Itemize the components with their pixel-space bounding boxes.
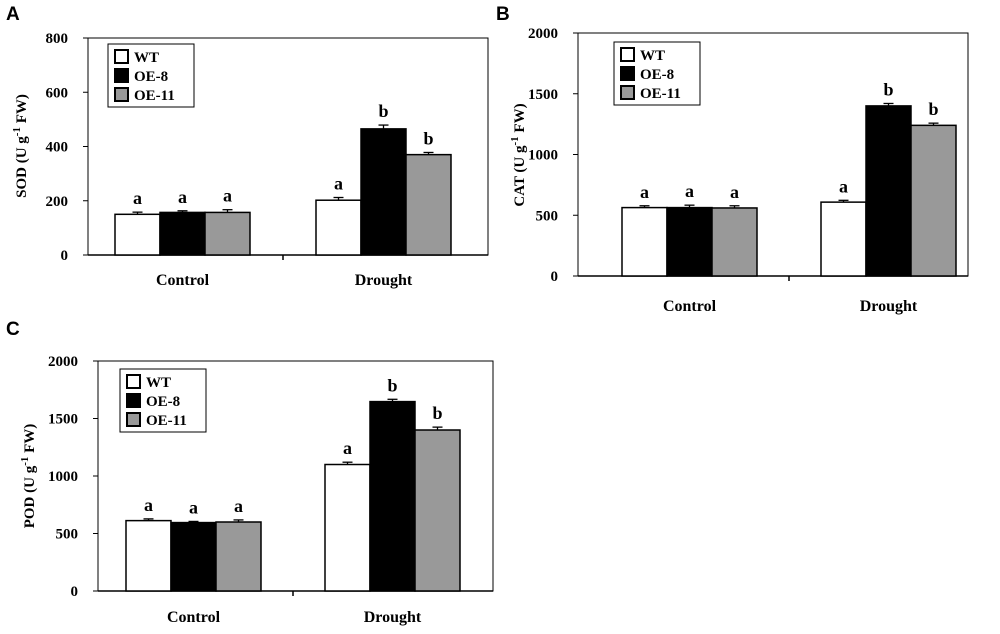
- significance-letter: b: [378, 101, 388, 121]
- bar-wt-control: [125, 519, 172, 592]
- y-tick-label: 500: [536, 208, 559, 224]
- bar-oe-11-control: [711, 207, 758, 277]
- bar-oe-8-drought: [369, 400, 416, 592]
- chart-panel-C: C 0 500 1000 1500 2000 POD (U g-1 FW) a a a Contro…: [6, 319, 494, 626]
- legend-label: OE-11: [146, 413, 187, 429]
- significance-letter: b: [387, 375, 397, 395]
- significance-letter: b: [928, 99, 938, 119]
- legend-label: OE-8: [640, 67, 674, 83]
- y-tick-label: 1500: [528, 87, 558, 103]
- legend-label: OE-8: [134, 69, 168, 85]
- x-category-label: Control: [663, 298, 717, 315]
- significance-letter: a: [730, 182, 739, 202]
- bar-oe-8-control: [666, 206, 713, 277]
- legend-swatch: [114, 87, 129, 102]
- bar-wt-drought: [324, 463, 371, 592]
- significance-letter: a: [343, 438, 352, 458]
- bar-oe-11-control: [204, 211, 251, 256]
- legend-label: OE-11: [134, 88, 175, 104]
- significance-letter: a: [144, 495, 153, 515]
- significance-letter: a: [685, 181, 694, 201]
- y-tick-label: 200: [46, 194, 69, 210]
- legend: WT OE-8 OE-11: [613, 41, 701, 106]
- legend-label: OE-11: [640, 86, 681, 102]
- bar-wt-control: [621, 206, 668, 277]
- significance-letter: a: [234, 496, 243, 516]
- y-tick-label: 2000: [528, 26, 558, 42]
- y-tick-label: 1000: [528, 148, 558, 164]
- bar-oe-8-drought: [360, 128, 407, 256]
- y-tick-label: 800: [46, 31, 69, 47]
- bar-oe-8-control: [170, 521, 217, 592]
- y-axis-label: CAT (U g-1 FW): [509, 103, 528, 206]
- significance-letter: b: [423, 128, 433, 148]
- legend-swatch: [620, 47, 635, 62]
- significance-letter: a: [223, 186, 232, 206]
- x-category-label: Control: [156, 272, 210, 289]
- significance-letter: a: [640, 182, 649, 202]
- bar-oe-8-drought: [865, 105, 912, 277]
- panel-letter: B: [496, 4, 510, 25]
- legend-swatch: [114, 49, 129, 64]
- legend-swatch: [126, 412, 141, 427]
- significance-letter: a: [189, 497, 198, 517]
- bar-oe-11-drought: [405, 153, 452, 256]
- bar-wt-drought: [820, 201, 867, 277]
- legend-swatch: [126, 393, 141, 408]
- legend: WT OE-8 OE-11: [119, 368, 207, 433]
- bar-oe-11-drought: [910, 124, 957, 277]
- legend-swatch: [114, 68, 129, 83]
- legend-label: WT: [640, 48, 665, 64]
- legend-label: WT: [146, 375, 171, 391]
- y-axis-label: POD (U g-1 FW): [19, 424, 38, 529]
- x-category-label: Control: [167, 609, 221, 626]
- significance-letter: a: [839, 176, 848, 196]
- y-tick-label: 2000: [48, 354, 78, 370]
- bar-wt-drought: [315, 199, 362, 256]
- bar-wt-control: [114, 213, 161, 256]
- chart-panel-B: B 0 500 1000 1500 2000 CAT (U g-1 FW) a a a Contro…: [496, 4, 969, 315]
- significance-letter: a: [133, 188, 142, 208]
- legend-swatch: [620, 85, 635, 100]
- y-tick-label: 500: [56, 527, 79, 543]
- y-tick-label: 400: [46, 140, 69, 156]
- legend-swatch: [620, 66, 635, 81]
- significance-letter: a: [334, 173, 343, 193]
- bar-oe-8-control: [159, 211, 206, 256]
- y-tick-label: 0: [551, 269, 559, 285]
- chart-panel-A: A 0 200 400 600 800 SOD (U g-1 FW) a a a Control a b…: [6, 4, 489, 289]
- y-tick-label: 1000: [48, 469, 78, 485]
- legend: WT OE-8 OE-11: [107, 43, 195, 108]
- significance-letter: a: [178, 187, 187, 207]
- y-axis-label: SOD (U g-1 FW): [11, 94, 30, 198]
- bar-oe-11-control: [215, 521, 262, 592]
- x-category-label: Drought: [364, 609, 422, 626]
- y-tick-label: 1500: [48, 412, 78, 428]
- legend-swatch: [126, 374, 141, 389]
- x-category-label: Drought: [860, 298, 918, 315]
- legend-label: OE-8: [146, 394, 180, 410]
- panel-letter: C: [6, 319, 20, 340]
- legend-label: WT: [134, 50, 159, 66]
- y-tick-label: 600: [46, 85, 69, 101]
- bar-oe-11-drought: [414, 429, 461, 592]
- panel-letter: A: [6, 4, 20, 25]
- significance-letter: b: [432, 403, 442, 423]
- y-tick-label: 0: [61, 248, 69, 264]
- y-tick-label: 0: [71, 584, 79, 600]
- significance-letter: b: [883, 79, 893, 99]
- x-category-label: Drought: [355, 272, 413, 289]
